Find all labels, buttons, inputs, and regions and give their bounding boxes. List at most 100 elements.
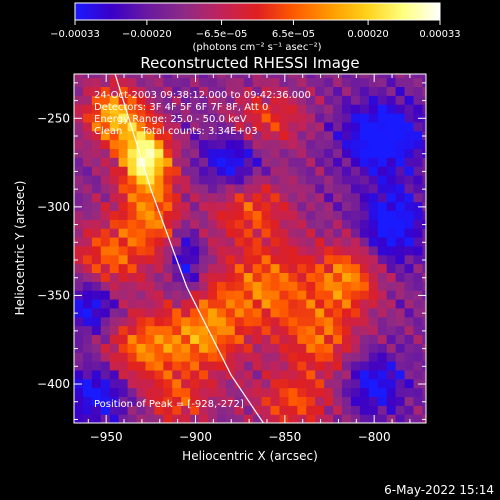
heatmap-cell bbox=[181, 360, 191, 371]
heatmap-cell bbox=[216, 174, 227, 185]
heatmap-cell bbox=[350, 174, 361, 185]
heatmap-cell bbox=[377, 272, 388, 282]
heatmap-cell bbox=[145, 210, 155, 220]
heatmap-cell bbox=[252, 245, 263, 256]
heatmap-cell bbox=[252, 405, 263, 415]
heatmap-cell bbox=[91, 104, 102, 114]
heatmap-cell bbox=[199, 95, 209, 105]
heatmap-cell bbox=[252, 414, 263, 423]
heatmap-cell bbox=[395, 166, 406, 176]
heatmap-cell bbox=[404, 219, 415, 229]
heatmap-cell bbox=[422, 325, 426, 336]
heatmap-cell bbox=[288, 396, 298, 406]
heatmap-cell bbox=[82, 121, 93, 132]
heatmap-cell bbox=[91, 254, 102, 265]
heatmap-cell bbox=[315, 387, 325, 398]
heatmap-cell bbox=[422, 148, 426, 158]
heatmap-cell bbox=[324, 290, 334, 300]
heatmap-cell bbox=[74, 236, 84, 247]
heatmap-cell bbox=[172, 228, 182, 238]
heatmap-cell bbox=[395, 74, 406, 79]
heatmap-cell bbox=[208, 263, 218, 274]
heatmap-cell bbox=[234, 104, 245, 114]
heatmap-cell bbox=[225, 387, 236, 398]
heatmap-cell bbox=[154, 378, 164, 389]
heatmap-cell bbox=[163, 254, 173, 265]
heatmap-cell bbox=[359, 272, 370, 282]
heatmap-cell bbox=[315, 414, 325, 423]
heatmap-cell bbox=[118, 201, 129, 212]
heatmap-cell bbox=[208, 272, 218, 282]
heatmap-cell bbox=[279, 74, 290, 79]
heatmap-cell bbox=[368, 360, 379, 371]
heatmap-cell bbox=[350, 378, 361, 389]
heatmap-cell bbox=[216, 104, 227, 114]
heatmap-cell bbox=[181, 343, 191, 353]
heatmap-cell bbox=[404, 157, 415, 167]
heatmap-cell bbox=[82, 210, 93, 220]
heatmap-cell bbox=[208, 343, 218, 353]
heatmap-cell bbox=[82, 183, 93, 194]
heatmap-cell bbox=[145, 95, 155, 105]
heatmap-cell bbox=[199, 272, 209, 282]
heatmap-cell bbox=[315, 121, 325, 132]
heatmap-cell bbox=[82, 74, 93, 79]
heatmap-cell bbox=[91, 369, 102, 380]
heatmap-cell bbox=[74, 414, 84, 423]
heatmap-cell bbox=[118, 174, 129, 185]
heatmap-cell bbox=[243, 74, 254, 79]
heatmap-cell bbox=[306, 236, 316, 247]
heatmap-cell bbox=[297, 174, 307, 185]
heatmap-cell bbox=[333, 157, 343, 167]
heatmap-cell bbox=[100, 77, 111, 87]
heatmap-cell bbox=[306, 219, 316, 229]
heatmap-cell bbox=[350, 325, 361, 336]
heatmap-cell bbox=[136, 325, 147, 336]
heatmap-cell bbox=[261, 254, 272, 265]
heatmap-cell bbox=[91, 157, 102, 167]
heatmap-cell bbox=[252, 210, 263, 220]
heatmap-cell bbox=[199, 86, 209, 96]
heatmap-cell bbox=[306, 210, 316, 220]
heatmap-cell bbox=[208, 387, 218, 398]
heatmap-cell bbox=[243, 166, 254, 176]
heatmap-cell bbox=[109, 307, 120, 318]
heatmap-cell bbox=[82, 95, 93, 105]
heatmap-cell bbox=[386, 316, 397, 327]
heatmap-cell bbox=[136, 86, 147, 96]
heatmap-cell bbox=[74, 166, 84, 176]
heatmap-cell bbox=[109, 183, 120, 194]
heatmap-cell bbox=[181, 104, 191, 114]
heatmap-cell bbox=[234, 352, 245, 362]
heatmap-cell bbox=[208, 281, 218, 291]
heatmap-cell bbox=[377, 405, 388, 415]
heatmap-cell bbox=[100, 396, 111, 406]
heatmap-cell bbox=[377, 112, 388, 123]
heatmap-cell bbox=[145, 219, 155, 229]
heatmap-cell bbox=[333, 316, 343, 327]
heatmap-cell bbox=[288, 74, 298, 79]
heatmap-cell bbox=[324, 298, 334, 309]
heatmap-cell bbox=[136, 121, 147, 132]
heatmap-cell bbox=[252, 263, 263, 274]
heatmap-cell bbox=[225, 298, 236, 309]
heatmap-cell bbox=[288, 166, 298, 176]
heatmap-cell bbox=[145, 157, 155, 167]
heatmap-cell bbox=[359, 387, 370, 398]
heatmap-cell bbox=[163, 112, 173, 123]
heatmap-cell bbox=[413, 166, 424, 176]
heatmap-cell bbox=[261, 387, 272, 398]
heatmap-cell bbox=[127, 219, 138, 229]
heatmap-cell bbox=[163, 352, 173, 362]
heatmap-cell bbox=[225, 352, 236, 362]
heatmap-cell bbox=[82, 360, 93, 371]
heatmap-cell bbox=[208, 396, 218, 406]
heatmap-cell bbox=[333, 281, 343, 291]
heatmap-cell bbox=[127, 166, 138, 176]
heatmap-cell bbox=[333, 95, 343, 105]
heatmap-cell bbox=[216, 414, 227, 423]
heatmap-cell bbox=[109, 74, 120, 79]
heatmap-cell bbox=[261, 95, 272, 105]
heatmap-cell bbox=[100, 352, 111, 362]
heatmap-cell bbox=[422, 387, 426, 398]
